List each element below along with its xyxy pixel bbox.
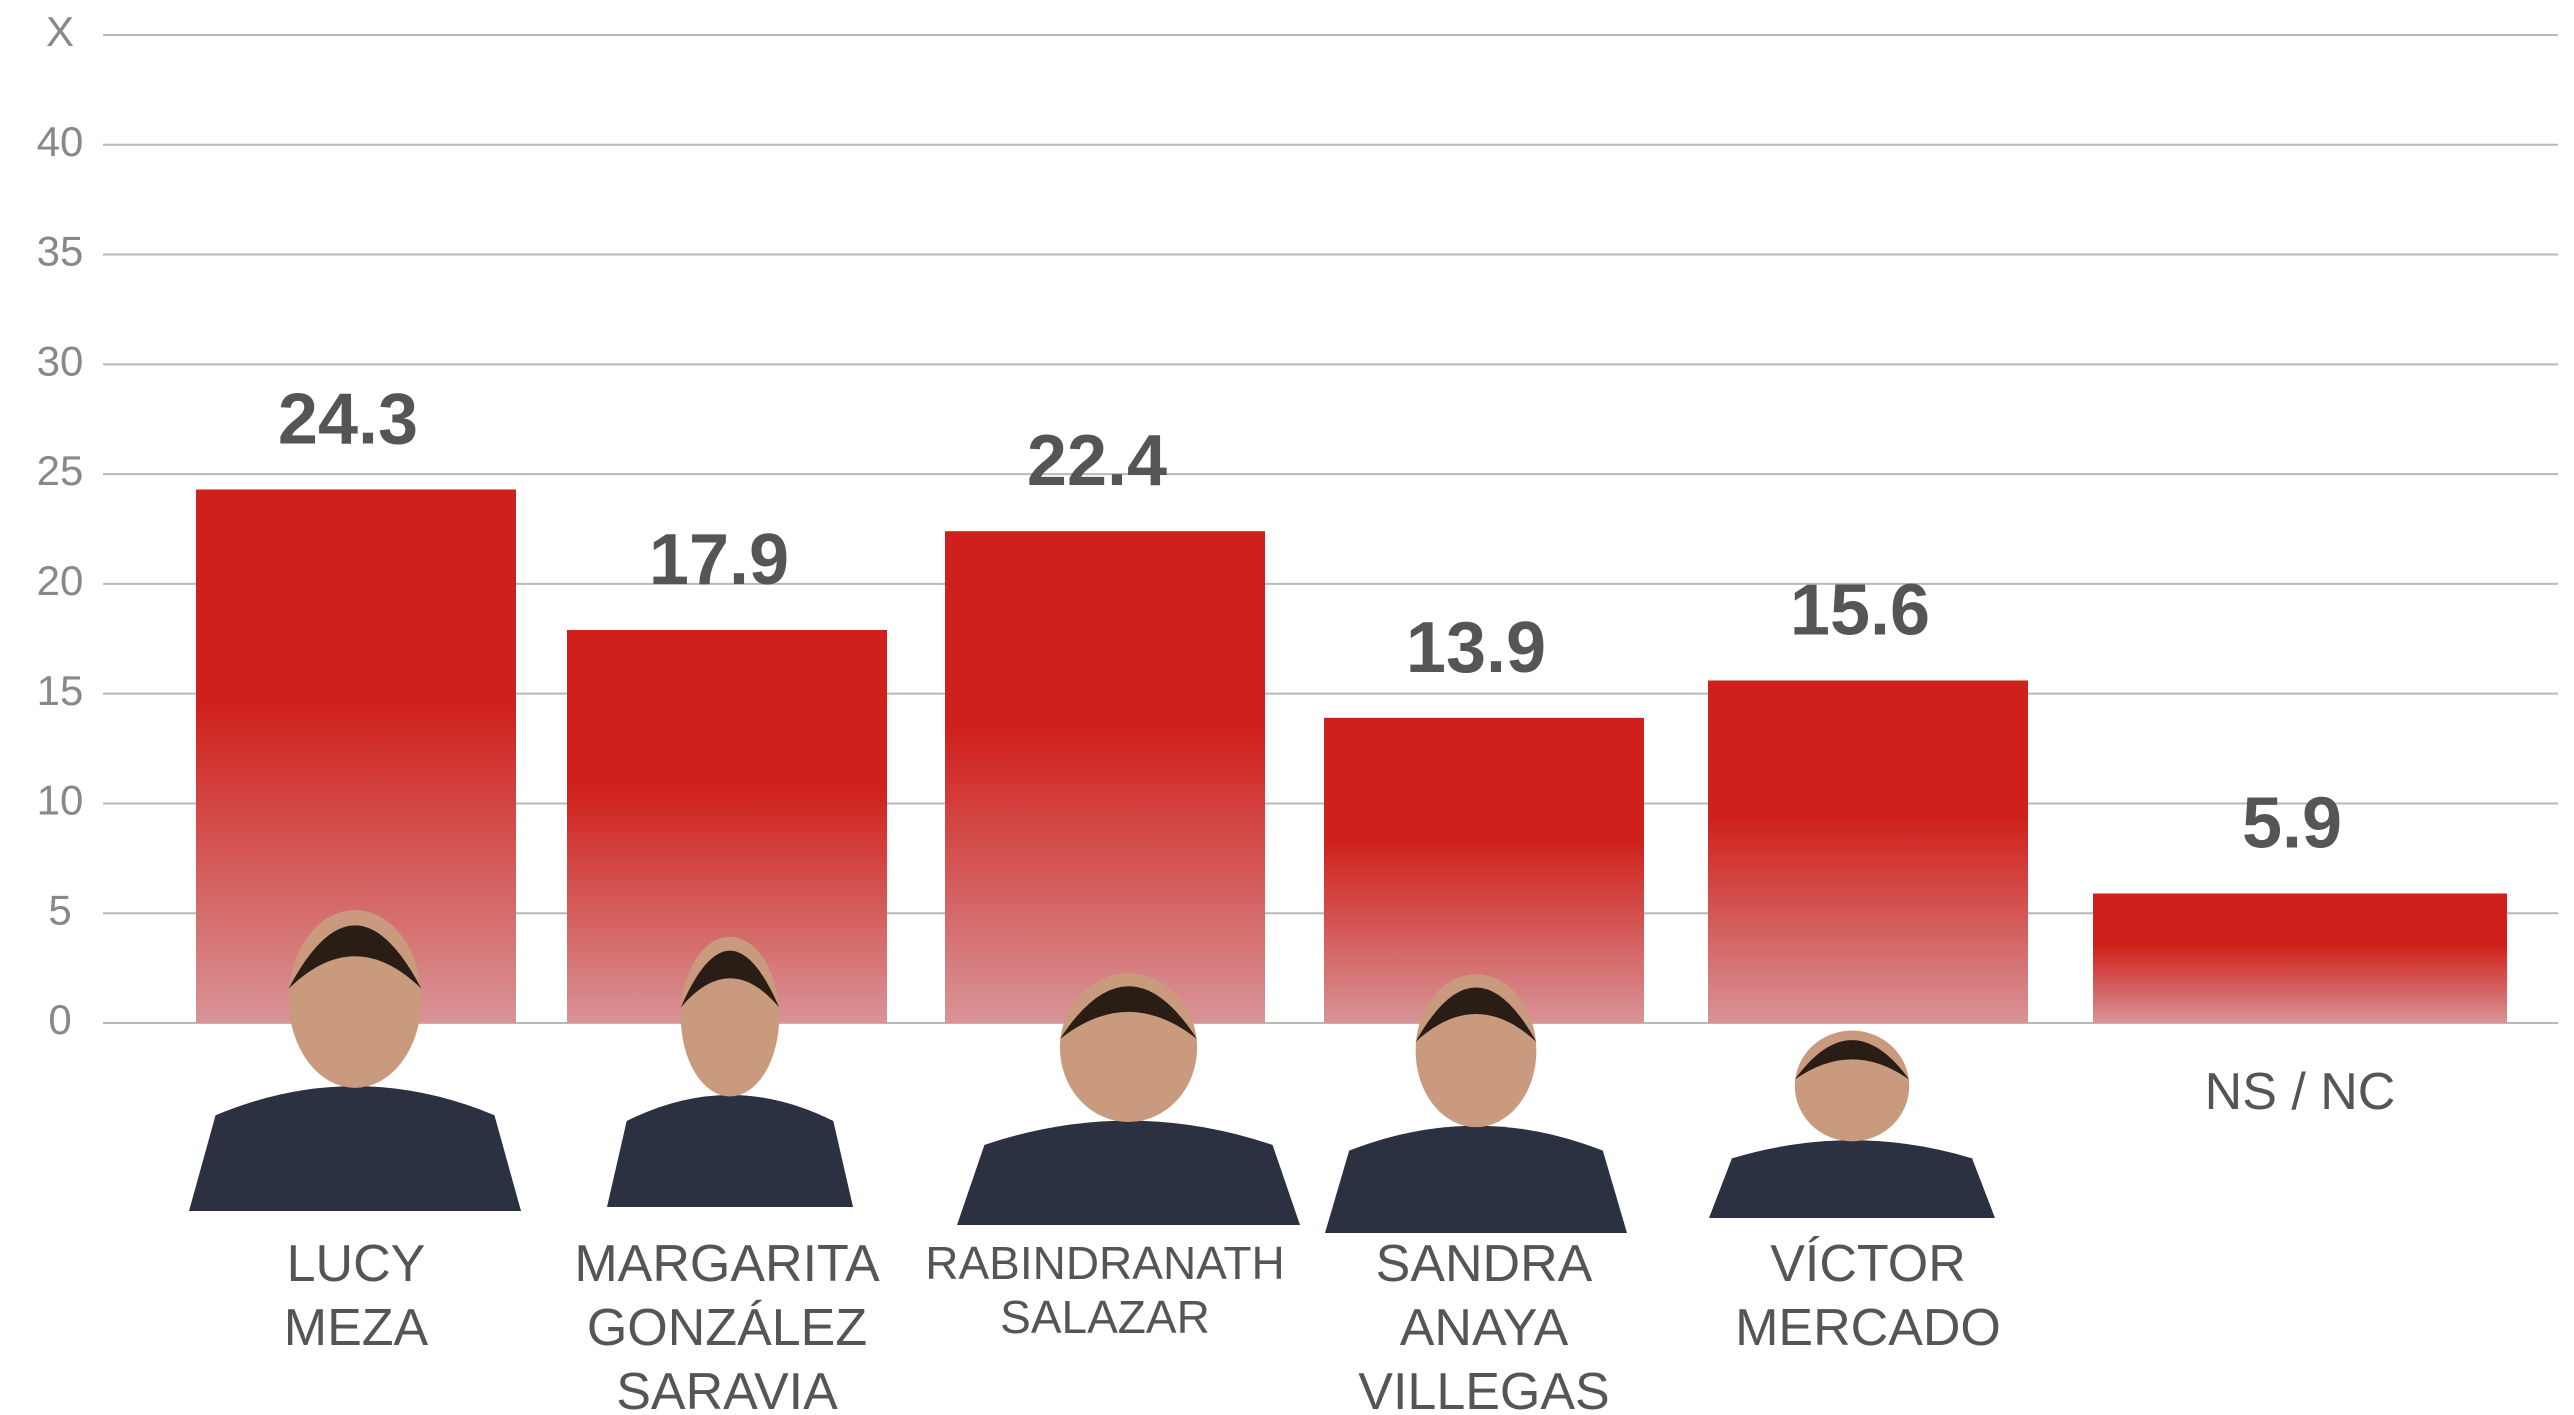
x-tick-label: NS / NC: [2204, 1063, 2396, 1121]
x-tick-label: VÍCTOR MERCADO: [1735, 1235, 2001, 1357]
value-label: 17.9: [649, 520, 789, 600]
y-tick-label: 40: [37, 118, 84, 165]
candidate-photo: [189, 910, 521, 1211]
value-label: 24.3: [278, 379, 418, 459]
photo-body: [607, 1094, 853, 1207]
x-tick-label: MARGARITA GONZÁLEZ SARAVIA: [574, 1235, 880, 1415]
y-tick-label: X: [46, 8, 74, 55]
photo-hair: [288, 925, 422, 989]
photo-body: [957, 1120, 1300, 1225]
bar: [1324, 717, 1644, 1023]
bar: [2093, 893, 2507, 1023]
value-label: 22.4: [1027, 421, 1167, 501]
y-tick-label: 5: [48, 886, 71, 933]
photo-hair: [1794, 1040, 1910, 1080]
y-tick-label: 0: [48, 996, 71, 1043]
candidate-photo: [957, 973, 1300, 1225]
y-tick-label: 25: [37, 447, 84, 494]
photo-body: [189, 1086, 521, 1211]
value-label: 5.9: [2242, 783, 2342, 863]
candidate-photo: [1709, 1030, 1995, 1218]
photo-body: [1325, 1125, 1627, 1233]
candidate-photo: [607, 936, 853, 1207]
value-label: 13.9: [1406, 608, 1546, 688]
y-tick-label: 10: [37, 777, 84, 824]
photo-body: [1709, 1140, 1995, 1218]
y-tick-label: 15: [37, 667, 84, 714]
x-tick-label: RABINDRANATH SALAZAR: [925, 1237, 1285, 1343]
y-tick-label: 30: [37, 337, 84, 384]
y-tick-label: 35: [37, 228, 84, 275]
x-tick-label: SANDRA ANAYA VILLEGAS: [1358, 1235, 1610, 1415]
photo-hair: [1415, 987, 1537, 1042]
bar: [1708, 680, 2028, 1023]
y-tick-label: 20: [37, 557, 84, 604]
value-label: 15.6: [1790, 571, 1930, 651]
bar: [945, 531, 1265, 1023]
photo-hair: [680, 950, 780, 1008]
photo-hair: [1059, 986, 1198, 1040]
candidate-photo: [1325, 974, 1627, 1233]
x-tick-label: LUCY MEZA: [283, 1235, 429, 1357]
